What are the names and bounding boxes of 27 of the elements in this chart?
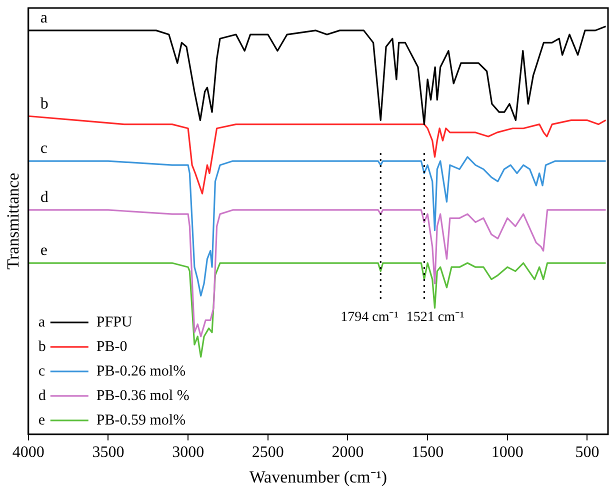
legend-label: PFPU xyxy=(96,314,132,330)
legend-label: PB-0.36 mol % xyxy=(96,388,190,404)
annotation: d xyxy=(40,189,48,206)
y-axis-title: Transmittance xyxy=(4,172,23,270)
text: e xyxy=(38,412,46,428)
legend-label: PB-0 xyxy=(96,338,128,355)
text: c xyxy=(38,363,46,380)
x-tick-label: 4000 xyxy=(12,444,44,462)
x-axis-title: Wavenumber (cm⁻¹) xyxy=(249,467,388,486)
text: b xyxy=(38,338,46,355)
x-tick-label: 1000 xyxy=(491,444,524,462)
ref-line-label: 1521 cm⁻¹ xyxy=(406,310,464,325)
annotation: a xyxy=(40,10,48,27)
x-tick-label: 2500 xyxy=(252,444,284,462)
x-tick-label: 500 xyxy=(575,444,600,462)
ref-line-label: 1794 cm⁻¹ xyxy=(340,310,398,325)
annotation: c xyxy=(40,140,48,158)
x-tick-label: 3500 xyxy=(92,444,124,462)
x-tick-label: 2000 xyxy=(332,444,364,462)
annotation: e xyxy=(40,242,48,260)
x-tick-label: 3000 xyxy=(172,444,204,462)
legend-label: PB-0.59 mol% xyxy=(96,412,186,428)
x-tick-label: 1500 xyxy=(412,444,444,462)
annotation: b xyxy=(40,95,48,112)
text: a xyxy=(38,314,46,330)
text: d xyxy=(38,388,46,404)
legend-label: PB-0.26 mol% xyxy=(96,363,186,380)
